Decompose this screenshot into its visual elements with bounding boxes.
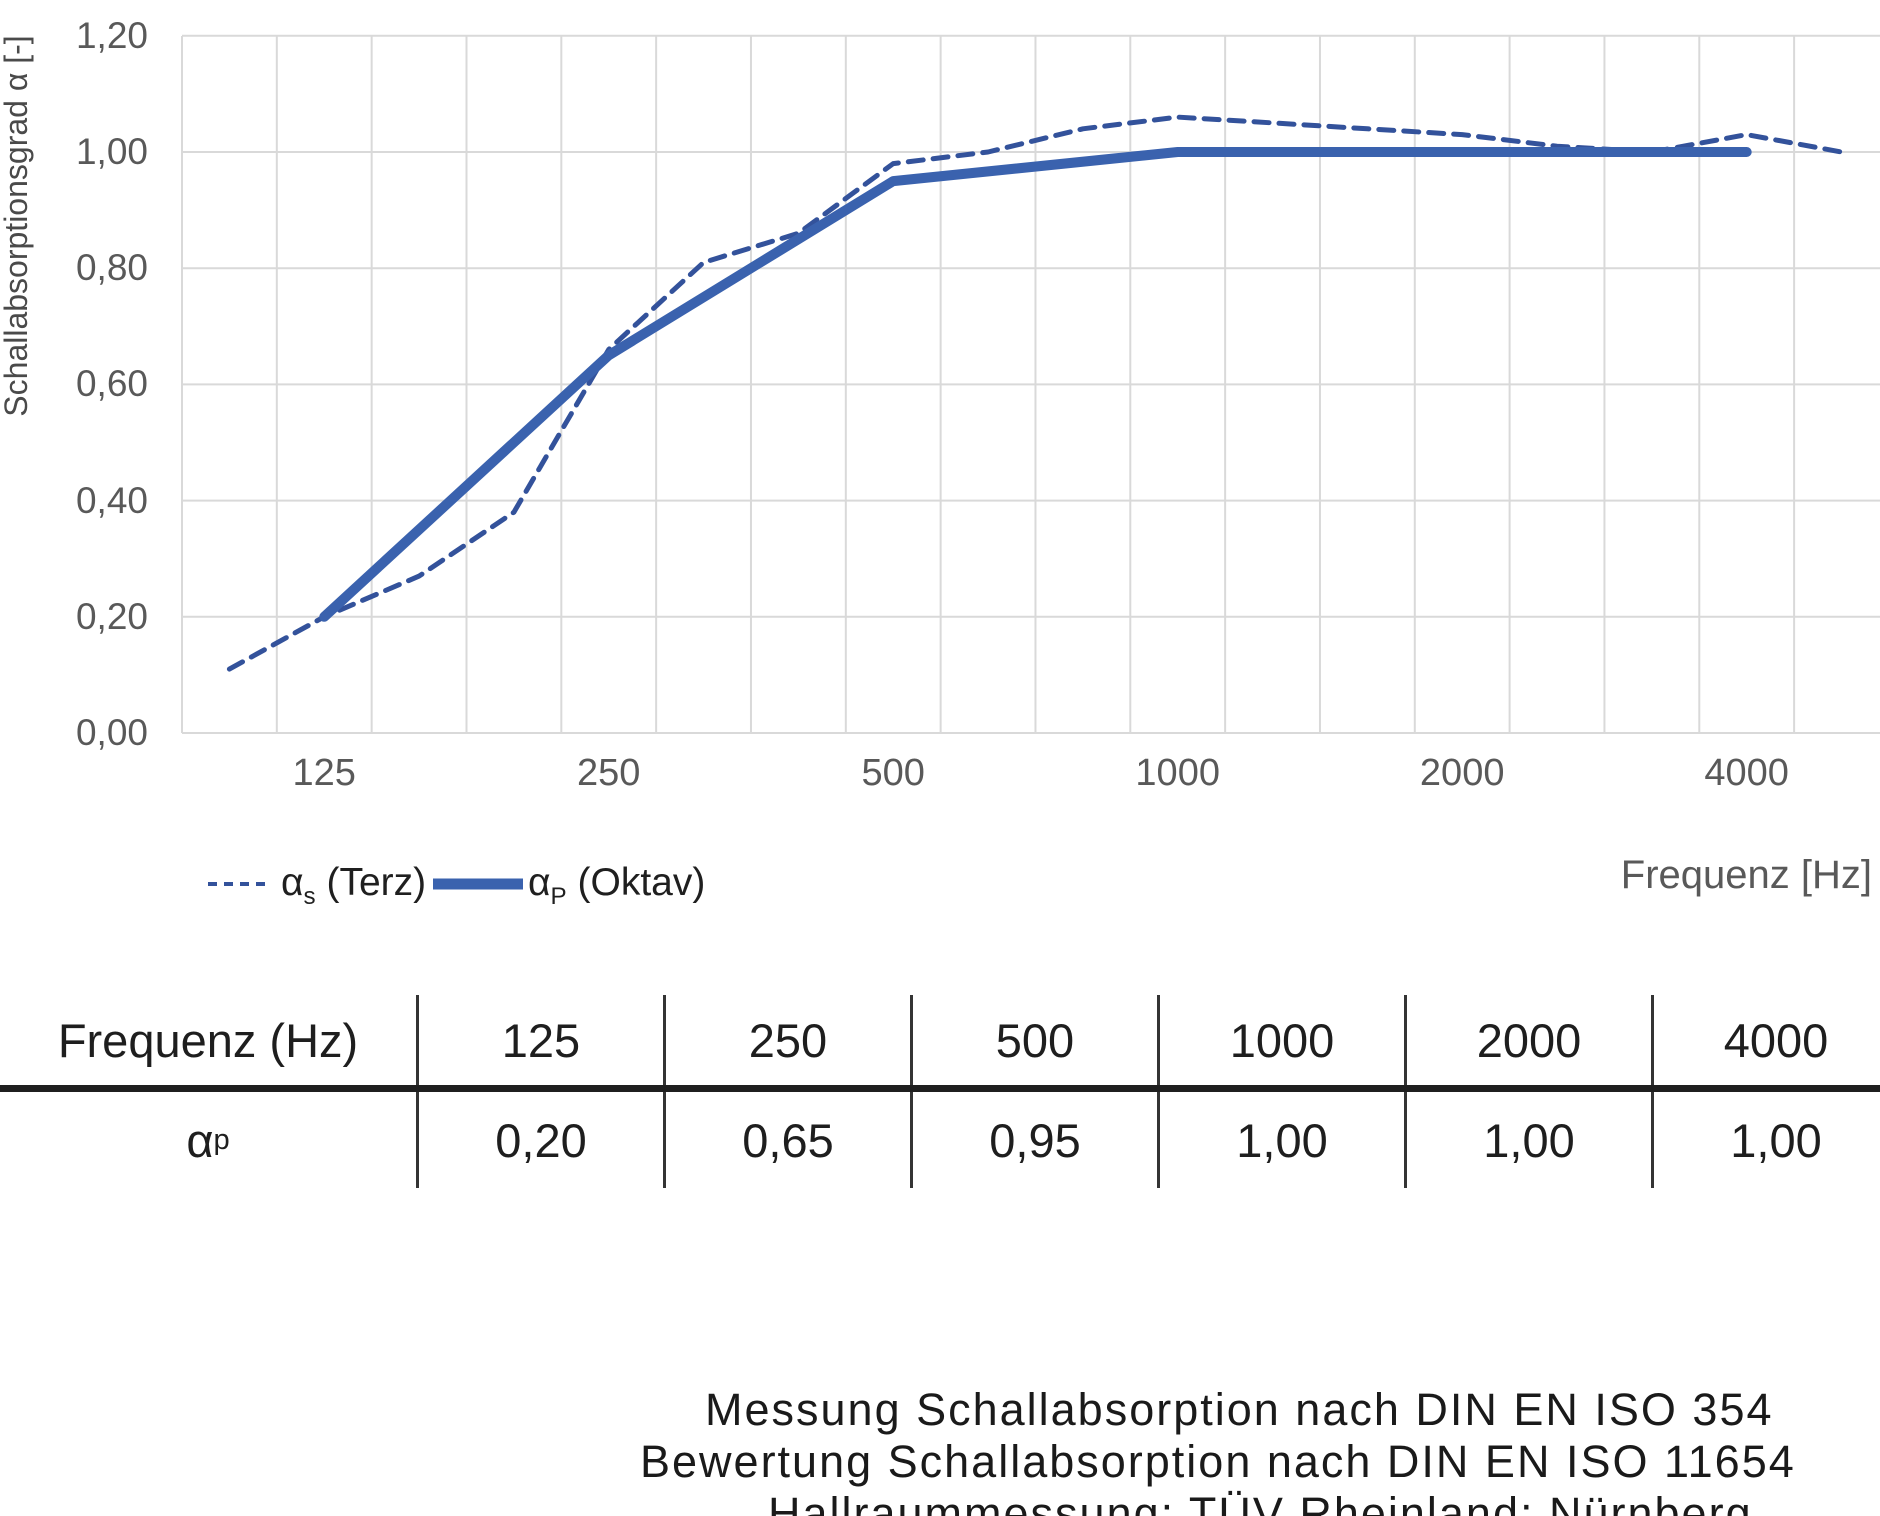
- legend-symbol: α: [281, 861, 304, 904]
- legend-subscript: s: [303, 882, 316, 910]
- x-tick-label: 2000: [1419, 752, 1505, 794]
- legend-subscript: P: [550, 882, 567, 910]
- x-tick-label: 250: [577, 752, 641, 794]
- table-value-cell: 0,20: [416, 1092, 663, 1188]
- x-tick-label: 1000: [1135, 752, 1220, 794]
- x-axis-title: Frequenz [Hz]: [1620, 853, 1872, 897]
- y-tick-label: 0,00: [75, 712, 148, 753]
- table-value-cell: 1,00: [1651, 1092, 1880, 1188]
- y-tick-label: 1,00: [75, 131, 148, 172]
- note-rating-standard: Bewertung Schallabsorption nach DIN EN I…: [640, 1436, 1796, 1487]
- table-value-cell: 0,65: [663, 1092, 910, 1188]
- y-tick-label: 0,20: [75, 595, 148, 637]
- legend-item-alpha-p-oktav: αP (Oktav): [528, 861, 705, 911]
- legend-text: (Oktav): [566, 861, 706, 904]
- note-test-lab: Hallraummessung: TÜV Rheinland; Nürnberg: [768, 1488, 1753, 1516]
- table-header-cell: 500: [910, 995, 1157, 1085]
- legend-text: (Terz): [315, 861, 427, 904]
- y-tick-label: 0,60: [75, 363, 148, 405]
- y-tick-label: 0,40: [75, 479, 148, 521]
- table-header-cell: Frequenz (Hz): [57, 1013, 359, 1067]
- x-tick-label: 4000: [1704, 752, 1789, 794]
- absorption-table: Frequenz (Hz) 125 250 500 1000 2000 4000 α p 0,20…: [0, 995, 1880, 1188]
- x-tick-label: 500: [861, 752, 925, 794]
- table-header-cell: 250: [663, 995, 910, 1085]
- series-alpha-p-oktav-line: [319, 147, 1752, 622]
- legend-item-alpha-s-terz: αs (Terz): [281, 861, 426, 911]
- table-value-cell: 1,00: [1157, 1092, 1404, 1188]
- note-measurement-standard: Messung Schallabsorption nach DIN EN ISO…: [705, 1384, 1774, 1435]
- table-header-cell: 1000: [1157, 995, 1404, 1085]
- table-header-cell: 4000: [1651, 995, 1880, 1085]
- absorption-chart-canvas: [181, 34, 1880, 890]
- table-value-cell: 1,00: [1404, 1092, 1651, 1188]
- y-tick-label: 0,80: [75, 247, 148, 289]
- legend-symbol: α: [528, 861, 551, 904]
- series-alpha-s-terz-line: [226, 114, 1844, 672]
- table-header-rule: [0, 1085, 1880, 1092]
- table-value-cell: 0,95: [910, 1092, 1157, 1188]
- table-header-cell: 2000: [1404, 995, 1651, 1085]
- x-tick-label: 125: [292, 752, 356, 794]
- table-header-cell: 125: [416, 995, 663, 1085]
- y-tick-label: 1,20: [75, 14, 148, 56]
